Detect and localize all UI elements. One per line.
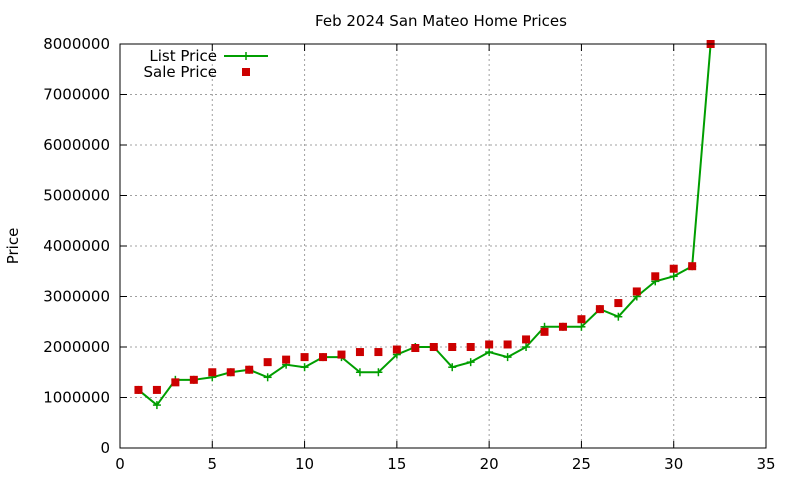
sale-price-marker: [134, 385, 143, 394]
sale-price-marker: [540, 327, 549, 336]
sale-price-marker: [208, 368, 217, 377]
list-price-marker: [503, 353, 512, 362]
sale-price-marker: [226, 368, 235, 377]
grid-lines: [120, 44, 766, 448]
y-tick-label: 6000000: [43, 136, 110, 154]
list-price-marker: [485, 348, 494, 357]
sale-price-marker: [485, 340, 494, 349]
list-price-marker: [152, 401, 161, 410]
sale-price-marker: [632, 287, 641, 296]
sale-price-marker: [577, 315, 586, 324]
sale-price-marker: [282, 355, 291, 364]
y-tick-label: 2000000: [43, 338, 110, 356]
sale-price-marker: [688, 262, 697, 271]
sale-price-marker: [263, 358, 272, 367]
sale-price-marker: [171, 378, 180, 387]
chart-title: Feb 2024 San Mateo Home Prices: [315, 12, 567, 30]
x-tick-label: 30: [664, 455, 683, 473]
sale-price-marker: [522, 335, 531, 344]
list-price-marker: [263, 373, 272, 382]
sale-price-marker: [448, 343, 457, 351]
sale-price-marker: [355, 348, 364, 357]
list-price-marker: [577, 322, 586, 331]
sale-price-marker: [466, 343, 475, 351]
legend-square-sample: [242, 68, 250, 76]
sale-price-marker: [245, 365, 254, 374]
legend-marker-sample: [242, 52, 250, 60]
y-tick-label: 5000000: [43, 187, 110, 205]
y-axis-label: Price: [4, 228, 22, 265]
sale-price-marker: [337, 350, 346, 359]
sale-price-marker: [152, 385, 161, 394]
list-price-marker: [448, 363, 457, 372]
x-tick-label: 0: [115, 455, 125, 473]
x-tick-label: 20: [480, 455, 499, 473]
list-price-marker: [669, 272, 678, 281]
x-tick-label: 5: [208, 455, 218, 473]
y-tick-label: 7000000: [43, 86, 110, 104]
x-tick-label: 35: [756, 455, 775, 473]
sale-price-marker: [429, 343, 438, 351]
sale-price-marker: [189, 375, 198, 384]
sale-price-marker: [411, 344, 420, 353]
y-tick-label: 1000000: [43, 389, 110, 407]
x-tick-label: 10: [295, 455, 314, 473]
tick-labels: 0 5 10 15 20 25 30 35 0 1000000 2000000 3000000 4000…: [43, 35, 775, 473]
sale-price-marker: [374, 348, 383, 357]
list-price-marker: [466, 358, 475, 367]
list-price-marker: [355, 368, 364, 377]
legend-label: List Price: [149, 47, 217, 65]
sale-price-marker: [651, 272, 660, 281]
y-tick-label: 4000000: [43, 237, 110, 255]
list-price-marker: [300, 363, 309, 372]
sale-price-marker: [558, 322, 567, 331]
sale-price-marker: [669, 264, 678, 273]
plot-border: [119, 43, 767, 449]
x-tick-label: 25: [572, 455, 591, 473]
list-price-line: [137, 43, 712, 407]
y-tick-label: 0: [100, 439, 110, 457]
x-tick-label: 15: [387, 455, 406, 473]
sale-price-marker: [503, 340, 512, 349]
legend-label: Sale Price: [144, 63, 217, 81]
y-tick-label: 3000000: [43, 288, 110, 306]
sale-price-marker: [614, 299, 623, 308]
list-price-marker: [374, 368, 383, 377]
sale-price-marker: [392, 345, 401, 354]
sale-price-marker: [300, 353, 309, 362]
y-tick-label: 8000000: [43, 35, 110, 53]
list-price-marker: [614, 312, 623, 321]
sale-price-marker: [595, 305, 604, 314]
sale-price-marker: [319, 353, 328, 362]
series-layer: [134, 40, 715, 410]
list-price-marker: [522, 343, 531, 351]
